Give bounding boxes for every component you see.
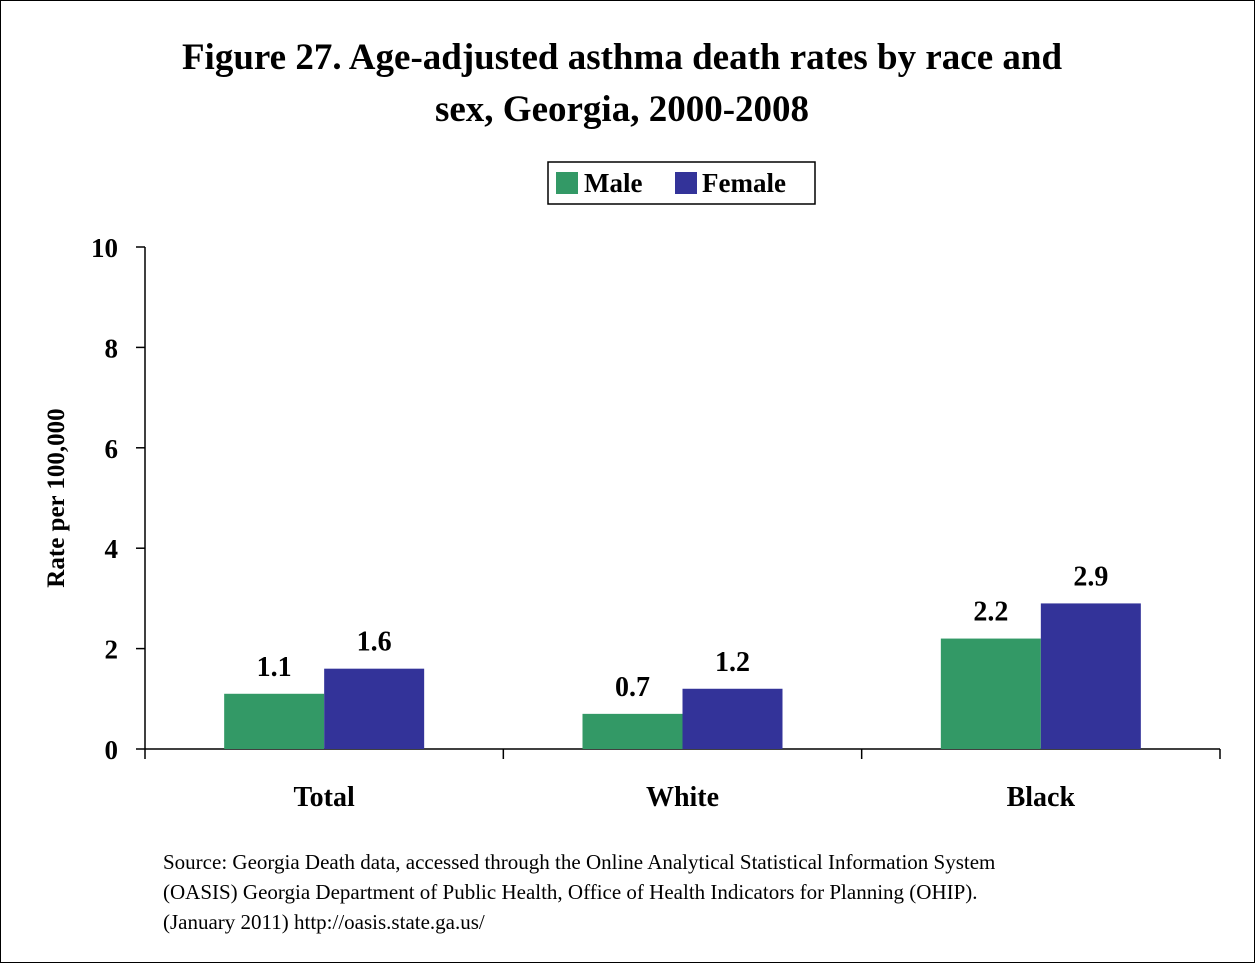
y-axis-label: Rate per 100,000 bbox=[43, 408, 70, 587]
bar-male-total bbox=[224, 693, 325, 749]
y-tick-label: 2 bbox=[105, 635, 119, 665]
legend: Male Female bbox=[547, 161, 816, 205]
legend-swatch-male bbox=[556, 172, 578, 194]
x-category-label: Black bbox=[1007, 782, 1076, 813]
source-note: Source: Georgia Death data, accessed thr… bbox=[163, 847, 1243, 937]
chart-title-line-2: sex, Georgia, 2000-2008 bbox=[435, 89, 809, 130]
legend-label-female: Female bbox=[702, 168, 786, 198]
data-label: 1.6 bbox=[357, 627, 392, 658]
legend-swatch-female bbox=[675, 172, 697, 194]
source-line-1: Source: Georgia Death data, accessed thr… bbox=[163, 850, 996, 874]
bar-female-black bbox=[1040, 603, 1141, 749]
y-tick-label: 8 bbox=[105, 333, 119, 363]
data-label: 1.1 bbox=[257, 652, 292, 683]
y-tick-label: 4 bbox=[105, 534, 119, 564]
bar-female-white bbox=[682, 688, 783, 749]
bar-male-black bbox=[940, 638, 1041, 749]
data-label: 0.7 bbox=[615, 672, 650, 703]
bar-female-total bbox=[324, 668, 425, 749]
source-line-3: (January 2011) http://oasis.state.ga.us/ bbox=[163, 910, 485, 934]
legend-label-male: Male bbox=[584, 168, 642, 198]
y-tick-label: 6 bbox=[105, 434, 119, 464]
y-tick-label: 0 bbox=[105, 735, 119, 765]
data-label: 1.2 bbox=[715, 647, 750, 678]
x-category-label: White bbox=[646, 782, 719, 813]
x-category-label: Total bbox=[294, 782, 355, 813]
bar-male-white bbox=[582, 713, 683, 749]
y-tick-label: 10 bbox=[91, 233, 118, 263]
source-line-2: (OASIS) Georgia Department of Public Hea… bbox=[163, 880, 978, 904]
data-label: 2.9 bbox=[1073, 561, 1108, 592]
chart-title-line-1: Figure 27. Age-adjusted asthma death rat… bbox=[182, 37, 1063, 78]
data-label: 2.2 bbox=[973, 597, 1008, 628]
bars: 1.1 1.6 0.7 1.2 2.2 2.9 bbox=[224, 561, 1141, 749]
